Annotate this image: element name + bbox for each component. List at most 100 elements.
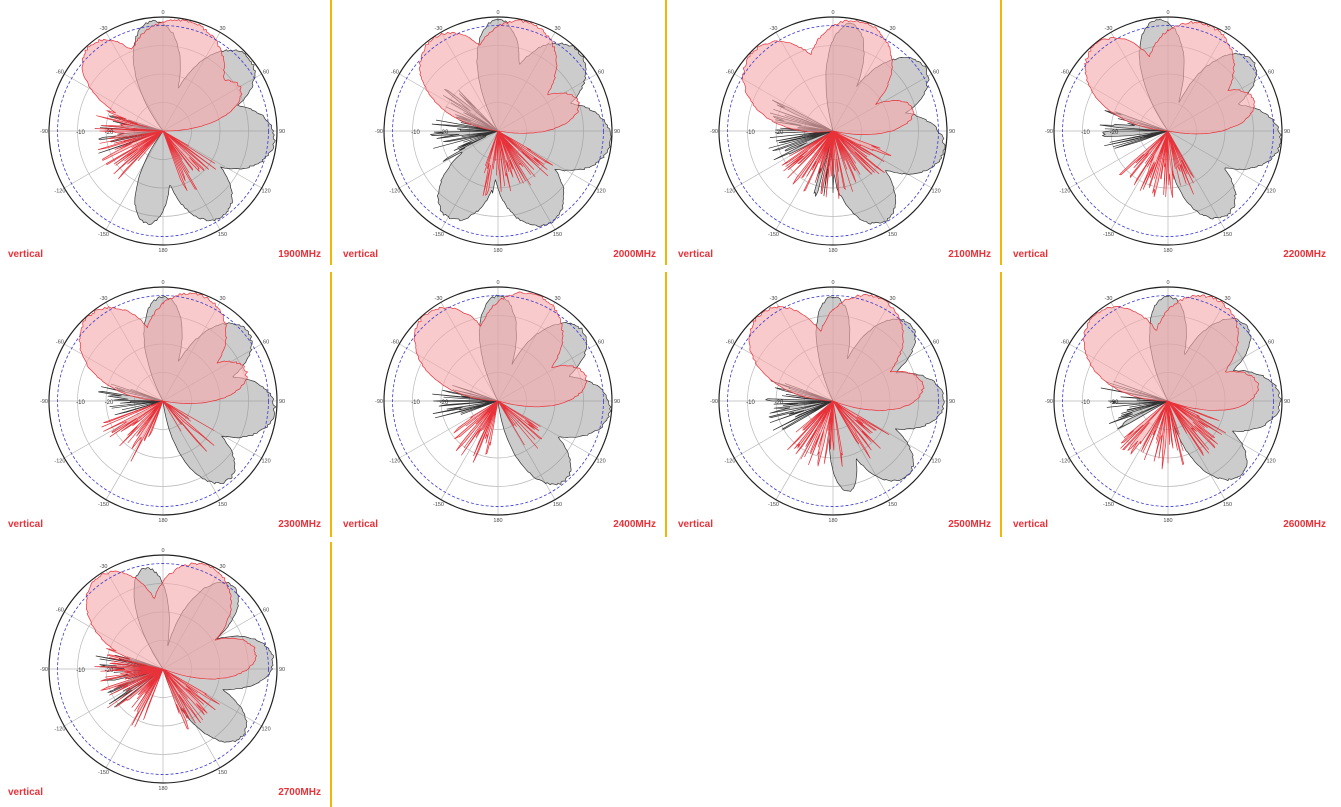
horizontal-pattern bbox=[1084, 20, 1255, 198]
angle-tick-label: -90 bbox=[375, 399, 383, 405]
angle-tick-label: -60 bbox=[726, 340, 734, 346]
angle-tick-label: 120 bbox=[1267, 459, 1276, 465]
angle-tick-label: -30 bbox=[435, 26, 443, 32]
angle-tick-label: -30 bbox=[770, 296, 778, 302]
polar-chart: 0 30 60 90 120 150 180 -150 -120 -90 -60 -30 -10 -20 bbox=[375, 280, 620, 524]
angle-tick-label: 90 bbox=[614, 129, 620, 135]
angle-tick-label: -60 bbox=[56, 608, 64, 614]
angle-tick-label: -150 bbox=[768, 502, 779, 508]
angle-tick-label: 90 bbox=[279, 399, 285, 405]
panel-frequency-label: 2500MHz bbox=[948, 519, 991, 530]
angle-tick-label: 0 bbox=[161, 10, 164, 16]
angle-tick-label: -120 bbox=[724, 459, 735, 465]
radial-tick-label: -10 bbox=[1081, 130, 1090, 136]
angle-tick-label: 120 bbox=[597, 189, 606, 195]
angle-tick-label: 0 bbox=[496, 280, 499, 286]
angle-tick-label: -120 bbox=[54, 189, 65, 195]
angle-tick-label: -30 bbox=[100, 26, 108, 32]
angle-tick-label: -60 bbox=[391, 340, 399, 346]
grid-spoke bbox=[399, 130, 499, 189]
angle-tick-label: -120 bbox=[724, 189, 735, 195]
angle-tick-label: 60 bbox=[933, 340, 939, 346]
angle-tick-label: 0 bbox=[831, 280, 834, 286]
reference-ring bbox=[392, 295, 604, 507]
chart-panel-2300: 0 30 60 90 120 150 180 -150 -120 -90 -60 -30 -10 -20 … bbox=[0, 270, 335, 539]
angle-tick-label: -60 bbox=[1061, 340, 1069, 346]
angle-tick-label: -150 bbox=[433, 232, 444, 238]
angle-tick-label: -150 bbox=[768, 232, 779, 238]
angle-tick-label: 120 bbox=[597, 459, 606, 465]
angle-tick-label: 150 bbox=[218, 502, 227, 508]
radial-tick-label: -20 bbox=[775, 400, 784, 406]
radial-tick-label: -10 bbox=[746, 130, 755, 136]
polar-chart: 0 30 60 90 120 150 180 -150 -120 -90 -60 -30 -10 -20 bbox=[1045, 10, 1290, 254]
panel-frequency-label: 2000MHz bbox=[613, 249, 656, 260]
angle-tick-label: -90 bbox=[40, 129, 48, 135]
divider bbox=[1000, 272, 1002, 537]
radial-tick-label: -10 bbox=[76, 668, 85, 674]
horizontal-pattern bbox=[418, 19, 580, 196]
angle-tick-label: 90 bbox=[949, 399, 955, 405]
outer-ring bbox=[718, 286, 948, 516]
angle-tick-label: 0 bbox=[161, 548, 164, 554]
angle-tick-label: -150 bbox=[98, 232, 109, 238]
divider bbox=[330, 542, 332, 807]
panel-left-label: vertical bbox=[678, 249, 714, 260]
radial-tick-label: -20 bbox=[1110, 400, 1119, 406]
angle-tick-label: 30 bbox=[554, 296, 560, 302]
radial-tick-label: -20 bbox=[105, 130, 114, 136]
panel-frequency-label: 2400MHz bbox=[613, 519, 656, 530]
panel-frequency-label: 2100MHz bbox=[948, 249, 991, 260]
polar-chart: 0 30 60 90 120 150 180 -150 -120 -90 -60 -30 -10 -20 bbox=[375, 10, 620, 254]
angle-tick-label: -60 bbox=[1061, 70, 1069, 76]
polar-chart: 0 30 60 90 120 150 180 -150 -120 -90 -60 -30 -10 -20 bbox=[1045, 280, 1290, 524]
angle-tick-label: -30 bbox=[435, 296, 443, 302]
angle-tick-label: -30 bbox=[100, 564, 108, 570]
angle-tick-label: 30 bbox=[219, 296, 225, 302]
angle-tick-label: 30 bbox=[1224, 26, 1230, 32]
angle-tick-label: 90 bbox=[279, 129, 285, 135]
angle-tick-label: 150 bbox=[553, 232, 562, 238]
reference-ring bbox=[1062, 295, 1274, 507]
angle-tick-label: 120 bbox=[262, 459, 271, 465]
angle-tick-label: 150 bbox=[553, 502, 562, 508]
radial-tick-label: -20 bbox=[440, 130, 449, 136]
angle-tick-label: -60 bbox=[726, 70, 734, 76]
angle-tick-label: -90 bbox=[710, 399, 718, 405]
angle-tick-label: 150 bbox=[1223, 502, 1232, 508]
chart-panel-2700: 0 30 60 90 120 150 180 -150 -120 -90 -60 -30 -10 -20 … bbox=[0, 538, 335, 807]
angle-tick-label: 0 bbox=[496, 10, 499, 16]
panel-left-label: vertical bbox=[8, 519, 44, 530]
angle-tick-label: -150 bbox=[98, 770, 109, 776]
reference-ring bbox=[57, 25, 269, 237]
polar-chart: 0 30 60 90 120 150 180 -150 -120 -90 -60 -30 -10 -20 bbox=[710, 10, 955, 254]
angle-tick-label: 120 bbox=[262, 189, 271, 195]
angle-tick-label: 180 bbox=[1163, 248, 1172, 254]
reference-ring bbox=[57, 563, 269, 775]
horizontal-pattern bbox=[742, 19, 915, 199]
angle-tick-label: 60 bbox=[1268, 340, 1274, 346]
angle-tick-label: 30 bbox=[219, 564, 225, 570]
grid-spoke bbox=[1167, 130, 1267, 189]
angle-tick-label: 120 bbox=[932, 459, 941, 465]
angle-tick-label: 90 bbox=[949, 129, 955, 135]
radial-tick-label: -20 bbox=[1110, 130, 1119, 136]
angle-tick-label: 60 bbox=[933, 70, 939, 76]
radial-tick-label: -10 bbox=[1081, 400, 1090, 406]
angle-tick-label: 0 bbox=[1166, 10, 1169, 16]
panel-left-label: vertical bbox=[8, 249, 44, 260]
polar-chart: 0 30 60 90 120 150 180 -150 -120 -90 -60 -30 -10 -20 bbox=[40, 548, 285, 792]
panel-left-label: vertical bbox=[343, 519, 379, 530]
angle-tick-label: 150 bbox=[218, 770, 227, 776]
angle-tick-label: 180 bbox=[493, 518, 502, 524]
chart-panel-1900: 0 30 60 90 120 150 180 -150 -120 -90 -60 -30 -10 -20 … bbox=[0, 0, 335, 269]
horizontal-pattern bbox=[413, 291, 588, 463]
divider bbox=[330, 272, 332, 537]
horizontal-pattern bbox=[85, 562, 257, 730]
panel-frequency-label: 2600MHz bbox=[1283, 519, 1326, 530]
panel-left-label: vertical bbox=[678, 519, 714, 530]
angle-tick-label: 180 bbox=[158, 786, 167, 792]
grid-spoke bbox=[440, 130, 499, 230]
angle-tick-label: -120 bbox=[54, 459, 65, 465]
angle-tick-label: 150 bbox=[888, 502, 897, 508]
